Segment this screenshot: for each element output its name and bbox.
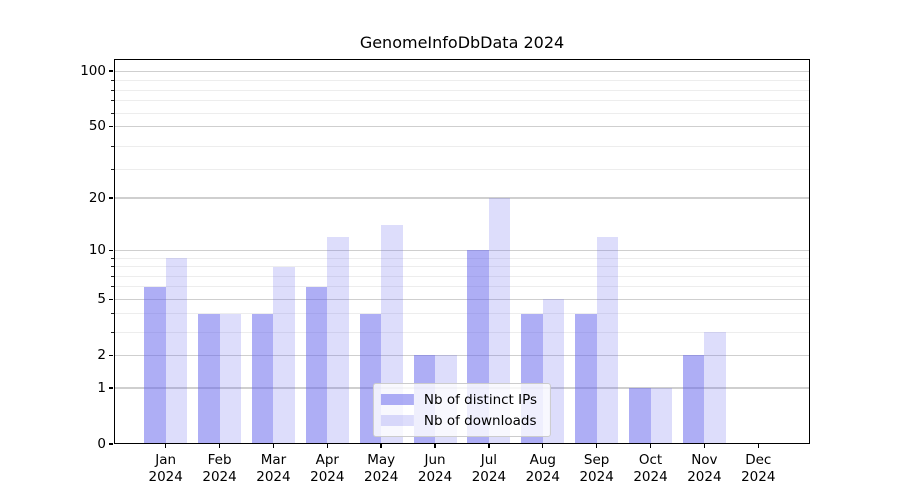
gridline-minor bbox=[114, 80, 810, 81]
y-tick-mark bbox=[109, 354, 114, 356]
x-tick-mark bbox=[380, 444, 382, 449]
legend-label-downloads: Nb of downloads bbox=[423, 412, 537, 429]
gridline-minor bbox=[114, 89, 810, 91]
bar-distinct-ips bbox=[575, 313, 597, 444]
y-tick-label: 5 bbox=[97, 291, 106, 308]
plot-area: 0 1 2 5 10 20 50 100 Jan 2024 Feb 2024 Mar 2024 Apr… bbox=[80, 58, 810, 485]
x-tick-label: Aug 2024 bbox=[525, 452, 560, 485]
x-tick-mark bbox=[595, 444, 598, 449]
bar-downloads bbox=[488, 198, 511, 444]
bar-distinct-ips bbox=[144, 286, 166, 444]
gridline-major bbox=[114, 354, 810, 356]
x-tick-mark bbox=[272, 444, 275, 449]
y-minor-tick-mark bbox=[111, 257, 114, 259]
bar-distinct-ips bbox=[198, 313, 220, 444]
y-minor-tick-mark bbox=[111, 80, 114, 81]
legend-swatch-distinct-ips bbox=[380, 394, 414, 405]
y-tick-label: 100 bbox=[80, 63, 106, 80]
y-minor-tick-mark bbox=[111, 145, 114, 147]
y-tick-mark bbox=[109, 125, 114, 128]
x-tick-mark bbox=[488, 444, 490, 449]
y-minor-tick-mark bbox=[111, 331, 114, 333]
bar-distinct-ips bbox=[682, 355, 705, 444]
gridline-minor bbox=[114, 275, 810, 277]
legend-swatch-downloads bbox=[380, 415, 414, 426]
bar-distinct-ips bbox=[305, 286, 328, 444]
y-minor-tick-mark bbox=[111, 168, 114, 170]
bar-downloads bbox=[273, 266, 295, 444]
legend-label-distinct-ips: Nb of distinct IPs bbox=[423, 391, 538, 408]
y-minor-tick-mark bbox=[111, 266, 114, 267]
x-tick-label: Dec 2024 bbox=[741, 452, 776, 485]
gridline-major bbox=[114, 70, 810, 72]
y-tick-mark bbox=[109, 249, 114, 251]
chart-title: GenomeInfoDbData 2024 bbox=[359, 33, 565, 52]
x-tick-label: Oct 2024 bbox=[633, 452, 668, 485]
x-tick-label: Jun 2024 bbox=[417, 452, 453, 485]
y-minor-tick-mark bbox=[111, 275, 114, 277]
x-tick-label: Mar 2024 bbox=[256, 452, 291, 485]
gridline-minor bbox=[114, 112, 810, 114]
gridline-major bbox=[114, 125, 810, 127]
x-tick-label: Sep 2024 bbox=[579, 452, 614, 485]
y-minor-tick-mark bbox=[111, 286, 114, 288]
gridline-minor bbox=[114, 145, 810, 147]
y-tick-label: 2 bbox=[97, 347, 106, 364]
y-tick-mark bbox=[109, 298, 114, 300]
x-tick-mark bbox=[542, 444, 544, 449]
x-tick-mark bbox=[703, 444, 706, 449]
y-tick-mark bbox=[109, 387, 114, 389]
x-tick-mark bbox=[326, 444, 328, 449]
gridline-major bbox=[114, 197, 810, 199]
legend: Nb of distinct IPs Nb of downloads bbox=[372, 383, 552, 437]
y-tick-mark bbox=[109, 197, 114, 199]
gridline-minor bbox=[114, 331, 810, 333]
y-tick-label: 50 bbox=[88, 118, 106, 135]
gridline-minor bbox=[114, 266, 810, 267]
bar-downloads bbox=[650, 388, 673, 444]
x-tick-label: May 2024 bbox=[363, 452, 399, 485]
y-tick-label: 20 bbox=[88, 190, 106, 207]
gridline-minor bbox=[114, 257, 810, 259]
x-tick-label: Feb 2024 bbox=[202, 452, 237, 485]
y-minor-tick-mark bbox=[111, 89, 114, 91]
y-tick-label: 10 bbox=[88, 242, 106, 259]
y-minor-tick-mark bbox=[111, 100, 114, 102]
legend-entry-downloads: Nb of downloads bbox=[380, 410, 537, 431]
y-tick-mark bbox=[109, 70, 114, 72]
x-tick-mark bbox=[649, 444, 652, 449]
gridline-minor bbox=[114, 286, 810, 288]
x-tick-label: Nov 2024 bbox=[687, 452, 722, 485]
y-tick-label: 1 bbox=[97, 380, 106, 396]
y-minor-tick-mark bbox=[111, 313, 114, 315]
gridline-major bbox=[114, 298, 810, 300]
x-tick-mark bbox=[218, 444, 221, 449]
x-tick-mark bbox=[434, 444, 436, 449]
bar-downloads bbox=[327, 236, 349, 444]
bar-downloads bbox=[219, 313, 242, 444]
gridline-minor bbox=[114, 100, 810, 102]
gridline-major bbox=[114, 249, 810, 251]
bar-distinct-ips bbox=[251, 313, 274, 444]
x-tick-label: Apr 2024 bbox=[310, 452, 345, 485]
y-tick-mark bbox=[109, 443, 114, 445]
gridline-minor bbox=[114, 313, 810, 315]
bar-downloads bbox=[596, 236, 619, 444]
bar-distinct-ips bbox=[629, 388, 651, 444]
y-minor-tick-mark bbox=[111, 112, 114, 114]
legend-entry-distinct-ips: Nb of distinct IPs bbox=[380, 389, 538, 410]
x-tick-mark bbox=[757, 444, 759, 449]
x-tick-label: Jan 2024 bbox=[148, 452, 183, 485]
bar-downloads bbox=[165, 258, 188, 444]
x-tick-label: Jul 2024 bbox=[471, 452, 507, 485]
y-tick-label: 0 bbox=[97, 436, 106, 452]
x-tick-mark bbox=[165, 444, 167, 449]
gridline-minor bbox=[114, 168, 810, 170]
bar-downloads bbox=[704, 332, 726, 444]
